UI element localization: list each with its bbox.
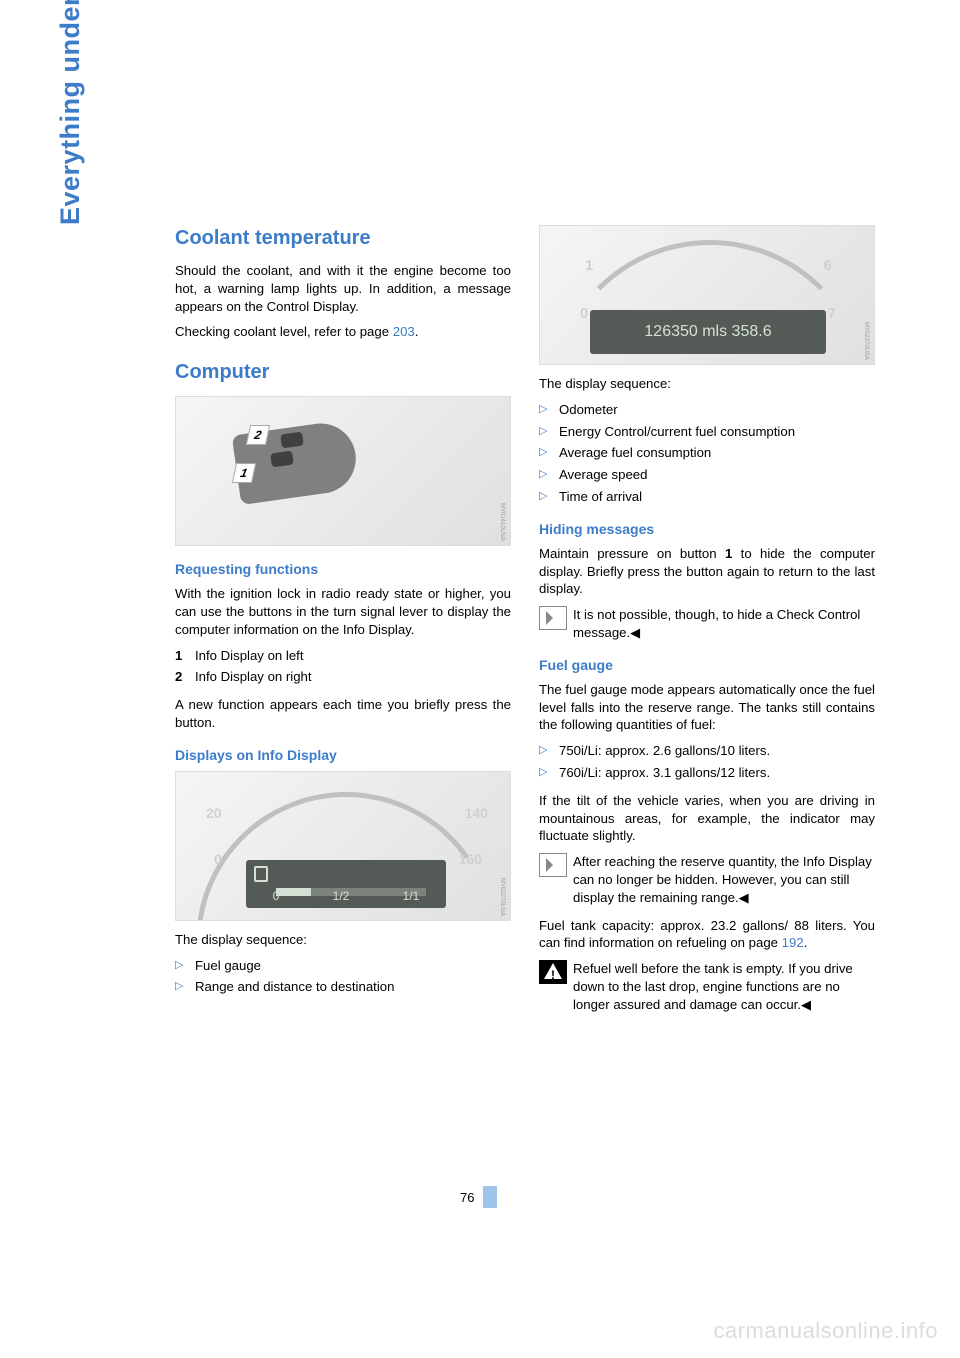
triangle-bullet-icon: ▷ <box>539 444 559 462</box>
fuel-pump-icon <box>254 866 268 882</box>
text: Maintain pressure on button <box>539 546 725 561</box>
gauge-number: 0 <box>580 304 588 324</box>
page-link[interactable]: 203 <box>393 324 415 339</box>
triangle-bullet-icon: ▷ <box>539 466 559 484</box>
section-title-sidebar: Everything under control <box>55 0 86 225</box>
heading-computer: Computer <box>175 359 511 386</box>
list-text: Fuel gauge <box>195 957 261 975</box>
warning-note: Refuel well before the tank is empty. If… <box>539 960 875 1013</box>
list-text: Average speed <box>559 466 647 484</box>
paragraph: Fuel tank capacity: approx. 23.2 gallons… <box>539 917 875 953</box>
list-item: ▷ Fuel gauge <box>175 957 511 975</box>
text: . <box>804 935 808 950</box>
info-note: After reaching the reserve quantity, the… <box>539 853 875 906</box>
numbered-list: 1 Info Display on left 2 Info Display on… <box>175 647 511 687</box>
list-item: ▷Time of arrival <box>539 488 875 506</box>
note-text: It is not possible, though, to hide a Ch… <box>573 606 875 642</box>
paragraph: A new function appears each time you bri… <box>175 696 511 732</box>
paragraph: Should the coolant, and with it the engi… <box>175 262 511 315</box>
list-number: 1 <box>175 647 195 665</box>
list-item: ▷ Range and distance to destination <box>175 978 511 996</box>
list-item: 1 Info Display on left <box>175 647 511 665</box>
paragraph: If the tilt of the vehicle varies, when … <box>539 792 875 845</box>
page-number-tab <box>483 1186 497 1208</box>
list-text: Odometer <box>559 401 618 419</box>
watermark: carmanualsonline.info <box>713 1318 938 1344</box>
note-icon <box>539 853 567 877</box>
subheading-displays: Displays on Info Display <box>175 746 511 765</box>
triangle-bullet-icon: ▷ <box>539 401 559 419</box>
list-text: 750i/Li: approx. 2.6 gallons/10 liters. <box>559 742 770 760</box>
figure-fuel-gauge-display: 0 20 140 160 0 1/2 1/1 MY02270USA <box>175 771 511 921</box>
subheading-requesting: Requesting functions <box>175 560 511 579</box>
list-item: 2 Info Display on right <box>175 668 511 686</box>
figure-turn-signal-lever: 1 2 MY01410USA <box>175 396 511 546</box>
figure-id: MY01410USA <box>498 503 506 541</box>
paragraph: Checking coolant level, refer to page 20… <box>175 323 511 341</box>
paragraph: The display sequence: <box>175 931 511 949</box>
list-text: Time of arrival <box>559 488 642 506</box>
note-icon <box>539 606 567 630</box>
text: Fuel tank capacity: approx. 23.2 gallons… <box>539 918 875 951</box>
warning-icon <box>539 960 567 984</box>
warning-text: Refuel well before the tank is empty. If… <box>573 960 875 1013</box>
page-number: 76 <box>460 1190 474 1205</box>
triangle-bullet-icon: ▷ <box>175 978 195 996</box>
gauge-number: 0 <box>214 850 222 869</box>
list-text: Info Display on left <box>195 647 304 665</box>
subheading-fuelgauge: Fuel gauge <box>539 656 875 675</box>
heading-coolant: Coolant temperature <box>175 225 511 252</box>
figure-id: MY02270USA <box>498 878 506 916</box>
gauge-number: 1 <box>585 256 593 276</box>
list-item: ▷Average speed <box>539 466 875 484</box>
paragraph: The fuel gauge mode appears automaticall… <box>539 681 875 734</box>
paragraph: Maintain pressure on button 1 to hide th… <box>539 545 875 598</box>
figure-id: MY02370USA <box>862 322 870 360</box>
lcd-panel: 0 1/2 1/1 <box>246 860 446 908</box>
list-text: Energy Control/current fuel consumption <box>559 423 795 441</box>
text: Checking coolant level, refer to page <box>175 324 393 339</box>
gauge-number: 160 <box>459 850 482 869</box>
text: . <box>415 324 419 339</box>
note-text: After reaching the reserve quantity, the… <box>573 853 875 906</box>
lcd-odometer: 126350 mls 358.6 <box>590 310 826 354</box>
list-text: Range and distance to destination <box>195 978 394 996</box>
right-column: 0 1 6 7 126350 mls 358.6 MY02370USA The … <box>539 225 875 1024</box>
paragraph: The display sequence: <box>539 375 875 393</box>
left-column: Coolant temperature Should the coolant, … <box>175 225 511 1024</box>
list-item: ▷Odometer <box>539 401 875 419</box>
list-item: ▷750i/Li: approx. 2.6 gallons/10 liters. <box>539 742 875 760</box>
gauge-number: 140 <box>465 804 488 823</box>
bullet-list: ▷ Fuel gauge ▷ Range and distance to des… <box>175 957 511 997</box>
list-item: ▷Average fuel consumption <box>539 444 875 462</box>
bullet-list: ▷750i/Li: approx. 2.6 gallons/10 liters.… <box>539 742 875 782</box>
triangle-bullet-icon: ▷ <box>175 957 195 975</box>
list-text: Average fuel consumption <box>559 444 711 462</box>
triangle-bullet-icon: ▷ <box>539 488 559 506</box>
list-item: ▷Energy Control/current fuel consumption <box>539 423 875 441</box>
page-content: Coolant temperature Should the coolant, … <box>175 225 875 1024</box>
fuel-bar-fill <box>276 888 311 896</box>
triangle-bullet-icon: ▷ <box>539 742 559 760</box>
list-number: 2 <box>175 668 195 686</box>
bullet-list: ▷Odometer ▷Energy Control/current fuel c… <box>539 401 875 506</box>
gauge-number: 6 <box>824 256 832 276</box>
page-link[interactable]: 192 <box>782 935 804 950</box>
gauge-number: 7 <box>828 304 836 324</box>
paragraph: With the ignition lock in radio ready st… <box>175 585 511 638</box>
figure-odometer-display: 0 1 6 7 126350 mls 358.6 MY02370USA <box>539 225 875 365</box>
triangle-bullet-icon: ▷ <box>539 764 559 782</box>
triangle-bullet-icon: ▷ <box>539 423 559 441</box>
gauge-number: 20 <box>206 804 222 823</box>
list-text: 760i/Li: approx. 3.1 gallons/12 liters. <box>559 764 770 782</box>
list-item: ▷760i/Li: approx. 3.1 gallons/12 liters. <box>539 764 875 782</box>
subheading-hiding: Hiding messages <box>539 520 875 539</box>
list-text: Info Display on right <box>195 668 312 686</box>
info-note: It is not possible, though, to hide a Ch… <box>539 606 875 642</box>
